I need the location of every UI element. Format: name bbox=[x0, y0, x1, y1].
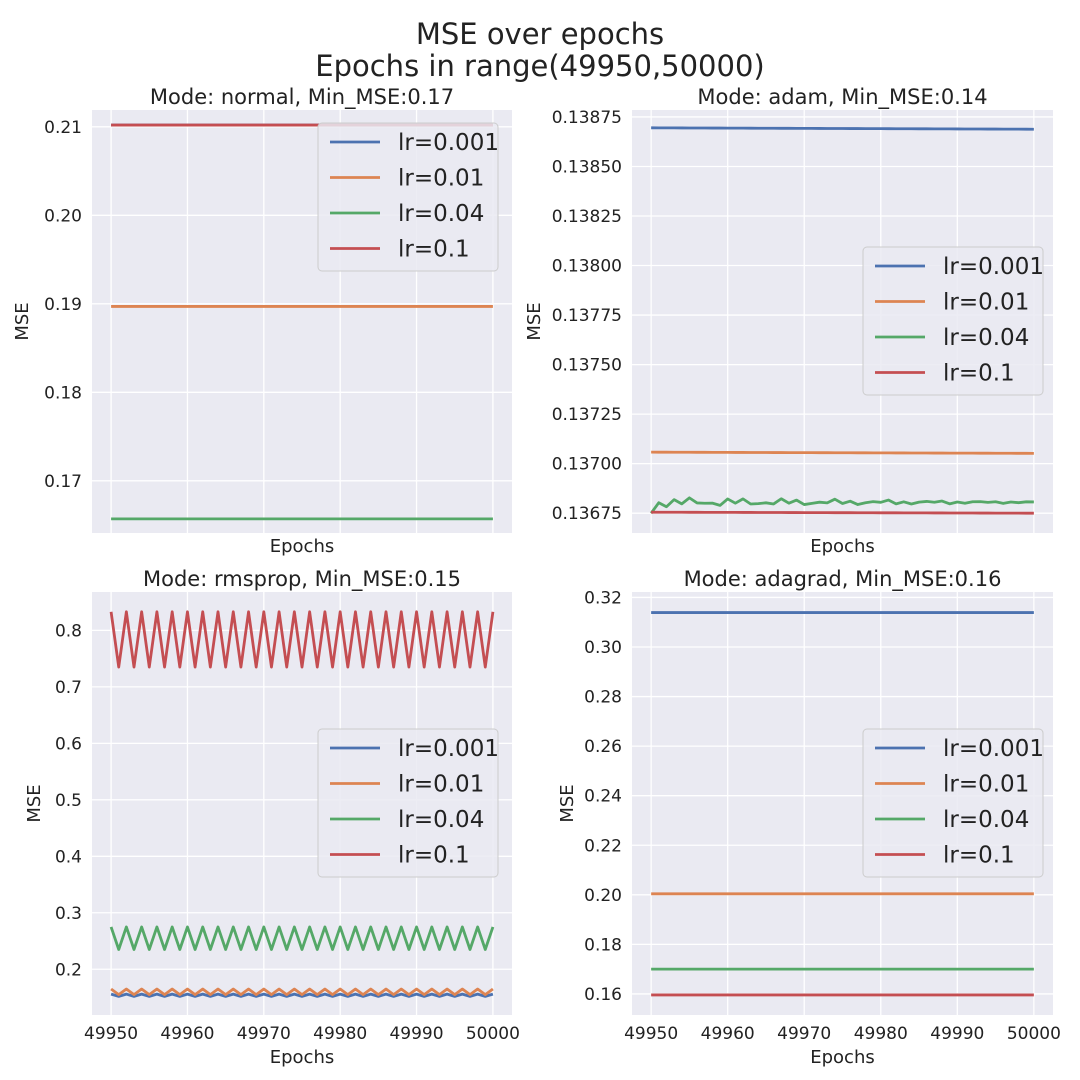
y-tick-label: 0.13775 bbox=[552, 306, 622, 326]
legend-label: lr=0.1 bbox=[943, 361, 1015, 387]
subplot-4: 0.16 0.18 0.20 0.22 0.24 0.26 0.28 0.30 0.32 4995… bbox=[557, 567, 1061, 1068]
y-axis-label: MSE bbox=[557, 784, 578, 822]
legend-label: lr=0.01 bbox=[943, 290, 1029, 316]
x-tick-label: 49950 bbox=[84, 1024, 138, 1044]
y-axis-label: MSE bbox=[24, 784, 45, 822]
legend-label: lr=0.04 bbox=[398, 201, 484, 227]
legend-label: lr=0.04 bbox=[398, 807, 484, 833]
y-tick-label: 0.13750 bbox=[552, 356, 622, 376]
subplot-2: 0.13675 0.13700 0.13725 0.13750 0.13775 0.138… bbox=[524, 85, 1053, 557]
y-tick-label: 0.5 bbox=[55, 791, 82, 811]
legend-label: lr=0.001 bbox=[943, 254, 1044, 280]
legend-box bbox=[862, 728, 1044, 878]
subplot-title: Mode: rmsprop, Min_MSE:0.15 bbox=[143, 567, 461, 592]
series-line-lr-0_001 bbox=[651, 126, 1034, 131]
series-line-lr-0_04 bbox=[109, 925, 495, 951]
x-tick-label: 49950 bbox=[624, 1024, 678, 1044]
legend: lr=0.001 lr=0.01 lr=0.04 lr=0.1 bbox=[862, 246, 1044, 396]
y-tick-label: 0.28 bbox=[584, 688, 622, 708]
y-tick-label: 0.8 bbox=[55, 621, 82, 641]
y-tick-label: 0.21 bbox=[44, 118, 82, 138]
legend: lr=0.001 lr=0.01 lr=0.04 lr=0.1 bbox=[317, 728, 499, 878]
legend-label: lr=0.1 bbox=[943, 843, 1015, 869]
series-line-lr-0_1 bbox=[651, 510, 1034, 515]
x-tick-label: 50000 bbox=[1007, 1024, 1061, 1044]
y-tick-label: 0.18 bbox=[584, 935, 622, 955]
figure-title: MSE over epochs bbox=[415, 17, 665, 51]
y-tick-label: 0.30 bbox=[584, 638, 622, 658]
subplot-3: 0.2 0.3 0.4 0.5 0.6 0.7 0.8 49950 49960 49970 4998… bbox=[24, 567, 520, 1068]
x-tick-label: 49970 bbox=[777, 1024, 831, 1044]
y-tick-label: 0.3 bbox=[55, 904, 82, 924]
legend-box bbox=[317, 122, 499, 272]
series-line-lr-0_01 bbox=[651, 450, 1034, 455]
y-tick-label: 0.19 bbox=[44, 295, 82, 315]
subplot-title: Mode: normal, Min_MSE:0.17 bbox=[150, 85, 454, 110]
x-tick-label: 50000 bbox=[466, 1024, 520, 1044]
x-tick-label: 49990 bbox=[930, 1024, 984, 1044]
x-tick-label: 49960 bbox=[160, 1024, 214, 1044]
y-tick-label: 0.17 bbox=[44, 472, 82, 492]
y-axis-label: MSE bbox=[12, 302, 33, 340]
legend-label: lr=0.01 bbox=[398, 772, 484, 798]
y-tick-label: 0.2 bbox=[55, 960, 82, 980]
y-tick-label: 0.7 bbox=[55, 678, 82, 698]
legend-box bbox=[862, 246, 1044, 396]
legend-label: lr=0.04 bbox=[943, 325, 1029, 351]
y-tick-label: 0.13725 bbox=[552, 405, 622, 425]
x-tick-label: 49980 bbox=[854, 1024, 908, 1044]
legend-label: lr=0.001 bbox=[398, 130, 499, 156]
legend-box bbox=[317, 728, 499, 878]
x-tick-label: 49960 bbox=[701, 1024, 755, 1044]
legend-label: lr=0.001 bbox=[398, 736, 499, 762]
x-tick-label: 49990 bbox=[389, 1024, 443, 1044]
x-axis-label: Epochs bbox=[270, 1047, 335, 1068]
y-tick-label: 0.13700 bbox=[552, 455, 622, 475]
x-axis-label: Epochs bbox=[270, 536, 335, 557]
y-tick-label: 0.6 bbox=[55, 734, 82, 754]
legend: lr=0.001 lr=0.01 lr=0.04 lr=0.1 bbox=[317, 122, 499, 272]
legend: lr=0.001 lr=0.01 lr=0.04 lr=0.1 bbox=[862, 728, 1044, 878]
x-tick-label: 49980 bbox=[313, 1024, 367, 1044]
y-tick-label: 0.18 bbox=[44, 383, 82, 403]
y-tick-label: 0.4 bbox=[55, 847, 82, 867]
y-tick-label: 0.26 bbox=[584, 737, 622, 757]
y-tick-label: 0.13850 bbox=[552, 157, 622, 177]
legend-label: lr=0.001 bbox=[943, 736, 1044, 762]
legend-label: lr=0.1 bbox=[398, 237, 470, 263]
y-tick-label: 0.20 bbox=[584, 886, 622, 906]
y-tick-label: 0.13675 bbox=[552, 504, 622, 524]
figure-subtitle: Epochs in range(49950,50000) bbox=[315, 49, 765, 83]
subplot-title: Mode: adagrad, Min_MSE:0.16 bbox=[684, 567, 1002, 592]
legend-label: lr=0.04 bbox=[943, 807, 1029, 833]
x-axis-label: Epochs bbox=[810, 536, 875, 557]
y-tick-label: 0.20 bbox=[44, 206, 82, 226]
subplot-title: Mode: adam, Min_MSE:0.14 bbox=[697, 85, 987, 110]
y-tick-label: 0.13800 bbox=[552, 257, 622, 277]
y-tick-label: 0.13825 bbox=[552, 207, 622, 227]
series-line-lr-0_001 bbox=[110, 992, 494, 998]
series-line-lr-0_04 bbox=[650, 496, 1034, 515]
y-tick-label: 0.22 bbox=[584, 836, 622, 856]
y-tick-label: 0.13875 bbox=[552, 108, 622, 128]
y-axis-label: MSE bbox=[524, 302, 545, 340]
x-tick-label: 49970 bbox=[237, 1024, 291, 1044]
legend-label: lr=0.1 bbox=[398, 843, 470, 869]
legend-label: lr=0.01 bbox=[943, 772, 1029, 798]
y-tick-label: 0.16 bbox=[584, 985, 622, 1005]
subplot-1: 0.17 0.18 0.19 0.20 0.21 Mode: normal, Min_MS… bbox=[12, 85, 512, 557]
x-axis-label: Epochs bbox=[810, 1047, 875, 1068]
series-line-lr-0_01 bbox=[110, 987, 494, 997]
y-tick-label: 0.24 bbox=[584, 787, 622, 807]
series-line-lr-0_1 bbox=[109, 610, 495, 669]
legend-label: lr=0.01 bbox=[398, 166, 484, 192]
y-tick-label: 0.32 bbox=[584, 588, 622, 608]
